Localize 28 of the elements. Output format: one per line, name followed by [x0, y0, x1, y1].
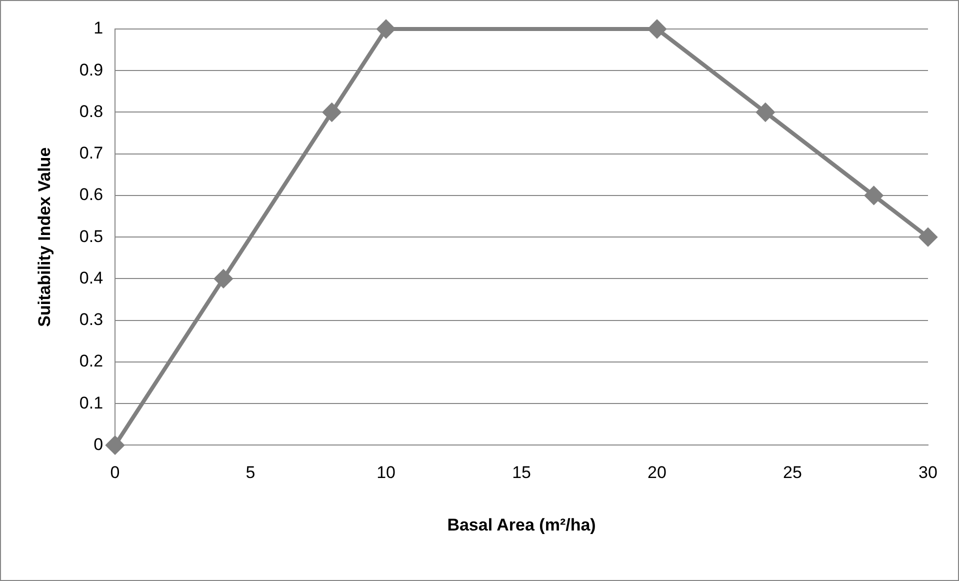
y-tick-label: 0 — [94, 434, 104, 454]
x-tick-label: 10 — [376, 463, 396, 482]
y-tick-label: 0.1 — [79, 393, 104, 412]
point — [864, 186, 883, 204]
y-tick-label: 0.6 — [79, 185, 104, 204]
x-tick-label: 20 — [648, 463, 666, 482]
y-tick-label: 0.5 — [79, 226, 104, 246]
y-tick-label: 1 — [94, 18, 104, 38]
y-tick-label: 0.4 — [79, 268, 104, 288]
y-tick-label: 0.7 — [79, 144, 104, 163]
y-tick-label: 0.8 — [79, 102, 104, 121]
y-tick-label: 0.3 — [79, 310, 104, 330]
point — [648, 20, 666, 38]
x-axis-title: Basal Area (m²/ha) — [447, 515, 596, 534]
x-tick-label: 30 — [918, 463, 938, 482]
y-tick-label: 0.2 — [79, 352, 104, 371]
point — [214, 270, 232, 288]
x-tick-label: 15 — [512, 463, 531, 482]
x-tick-label: 0 — [110, 463, 120, 482]
point — [756, 103, 774, 122]
y-tick-label: 0.9 — [79, 60, 104, 80]
x-tick-label: 25 — [783, 463, 802, 482]
point — [377, 20, 396, 38]
point — [106, 436, 124, 454]
point — [919, 228, 937, 246]
x-tick-label: 5 — [246, 463, 256, 482]
point — [322, 103, 341, 122]
y-axis-title: Suitability Index Value — [34, 147, 54, 327]
